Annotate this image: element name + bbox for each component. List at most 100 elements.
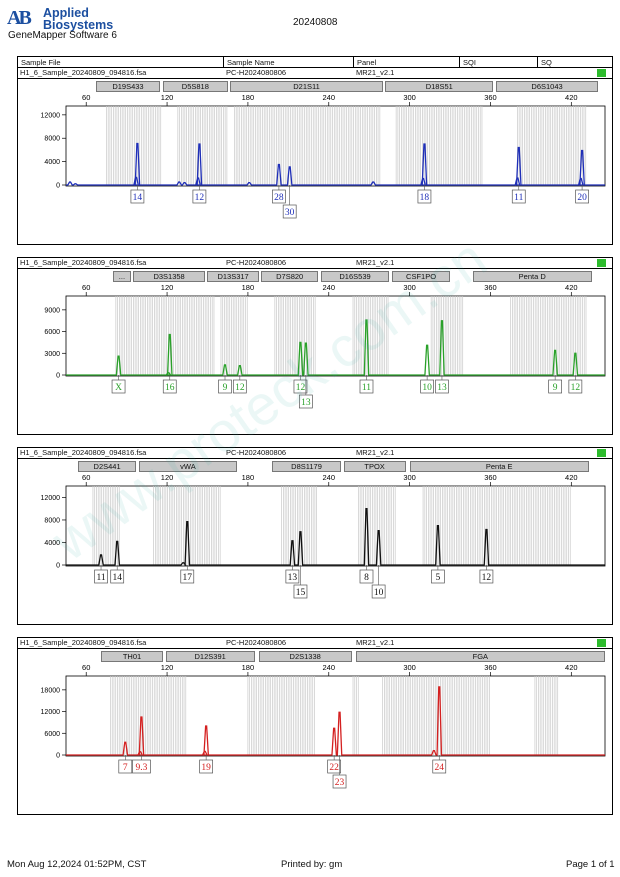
allele-label[interactable]: 11 [511, 189, 526, 204]
allele-label[interactable]: 7 [118, 759, 133, 774]
allele-label-box [575, 189, 589, 204]
locus-bar[interactable]: D2S1338 [258, 651, 352, 662]
allele-label[interactable]: 16 [162, 379, 177, 394]
y-tick-label: 6000 [44, 731, 60, 738]
allele-label-box [479, 569, 494, 584]
allele-label[interactable]: 9 [218, 379, 232, 394]
panel-name: MR21_v2.1 [356, 638, 395, 647]
column-header-sample-name[interactable]: Sample Name [223, 56, 353, 67]
x-tick-label: 60 [82, 283, 90, 292]
locus-bar[interactable]: D2S441 [78, 461, 137, 472]
locus-bar[interactable]: Penta D [472, 271, 592, 282]
x-tick-label: 120 [161, 473, 174, 482]
allele-call: 5 [436, 573, 441, 583]
allele-label-box [282, 204, 297, 219]
locus-bar[interactable]: D5S818 [163, 81, 228, 92]
allele-label[interactable]: 13 [435, 379, 449, 394]
allele-label[interactable]: 14 [110, 569, 125, 584]
locus-bar[interactable]: ... [113, 271, 131, 282]
x-tick-label: 180 [242, 473, 255, 482]
allele-label[interactable]: 12 [568, 379, 583, 394]
x-tick-label: 120 [161, 663, 174, 672]
allele-call: 7 [123, 763, 128, 773]
column-header-sq[interactable]: SQ [537, 56, 613, 67]
column-header-sqi[interactable]: SQI [459, 56, 537, 67]
locus-bar[interactable]: D3S1358 [133, 271, 205, 282]
locus-bar[interactable]: D13S317 [207, 271, 259, 282]
allele-label[interactable]: 9 [548, 379, 562, 394]
allele-label[interactable]: 15 [293, 584, 308, 599]
locus-bar[interactable]: D19S433 [95, 81, 161, 92]
allele-label-box [431, 569, 445, 584]
allele-label[interactable]: 12 [232, 379, 247, 394]
locus-bar[interactable]: D6S1043 [495, 81, 599, 92]
allele-label-box [132, 759, 151, 774]
allele-label[interactable]: 8 [359, 569, 374, 584]
locus-bar[interactable]: D12S391 [165, 651, 255, 662]
allele-label[interactable]: 13 [285, 569, 300, 584]
allele-label[interactable]: 12 [192, 189, 207, 204]
y-tick-label: 18000 [41, 687, 61, 694]
allele-label[interactable]: 11 [94, 569, 108, 584]
allele-label[interactable]: 17 [180, 569, 195, 584]
locus-bar[interactable]: D8S1179 [272, 461, 341, 472]
locus-bar[interactable]: D21S11 [230, 81, 383, 92]
allele-label[interactable]: 23 [332, 774, 347, 789]
locus-bar[interactable]: FGA [355, 651, 605, 662]
column-header-panel[interactable]: Panel [353, 56, 459, 67]
allele-label[interactable]: 5 [431, 569, 445, 584]
allele-label[interactable]: X [111, 379, 126, 394]
allele-label[interactable]: 10 [420, 379, 434, 394]
sample-name: PC-H2024080806 [226, 258, 287, 267]
allele-label[interactable]: 13 [299, 394, 313, 409]
allele-call: 12 [195, 193, 205, 203]
info-divider [18, 458, 612, 459]
allele-label[interactable]: 19 [199, 759, 213, 774]
allele-label-box [94, 569, 108, 584]
y-tick-label: 8000 [44, 136, 60, 143]
x-tick-label: 420 [565, 283, 578, 292]
allele-label-box [111, 379, 126, 394]
locus-bar[interactable]: Penta E [409, 461, 589, 472]
y-tick-label: 12000 [41, 495, 61, 502]
allele-label-box [299, 394, 313, 409]
locus-bar[interactable]: D16S539 [320, 271, 390, 282]
column-header-sample-file[interactable]: Sample File [17, 56, 223, 67]
sample-name: PC-H2024080806 [226, 68, 287, 77]
y-tick-label: 9000 [44, 307, 60, 314]
y-tick-label: 6000 [44, 329, 60, 336]
sizing-quality-indicator [597, 69, 606, 77]
info-divider [18, 268, 612, 269]
allele-label[interactable]: 12 [479, 569, 494, 584]
locus-bar[interactable]: TH01 [101, 651, 164, 662]
allele-call: 13 [437, 383, 447, 393]
allele-label-box [417, 189, 432, 204]
allele-label[interactable]: 9.3 [132, 759, 151, 774]
allele-label[interactable]: 24 [432, 759, 447, 774]
allele-label[interactable]: 22 [327, 759, 342, 774]
allele-label[interactable]: 28 [272, 189, 286, 204]
locus-bar[interactable]: D7S820 [261, 271, 318, 282]
allele-label-box [218, 379, 232, 394]
allele-label-box [180, 569, 195, 584]
allele-label[interactable]: 30 [282, 204, 297, 219]
allele-label[interactable]: 10 [371, 584, 386, 599]
y-tick-label: 12000 [41, 709, 61, 716]
locus-bar[interactable]: D18S51 [385, 81, 494, 92]
allele-call: 17 [183, 573, 193, 583]
x-tick-label: 360 [484, 283, 497, 292]
locus-bar[interactable]: CSF1PO [392, 271, 451, 282]
logo-line-1: Applied [43, 6, 89, 20]
allele-label[interactable]: 18 [417, 189, 432, 204]
locus-bar[interactable]: TPOX [343, 461, 406, 472]
allele-call: 9.3 [136, 763, 148, 773]
allele-label[interactable]: 14 [130, 189, 145, 204]
allele-label[interactable]: 20 [575, 189, 589, 204]
allele-label[interactable]: 12 [293, 379, 308, 394]
allele-label[interactable]: 11 [359, 379, 374, 394]
allele-call: 19 [201, 763, 211, 773]
y-tick-label: 8000 [44, 517, 60, 524]
allele-label-box [359, 569, 374, 584]
locus-bar[interactable]: vWA [138, 461, 238, 472]
sample-panel-black: H1_6_Sample_20240809_094816.fsa PC-H20240… [17, 447, 613, 625]
